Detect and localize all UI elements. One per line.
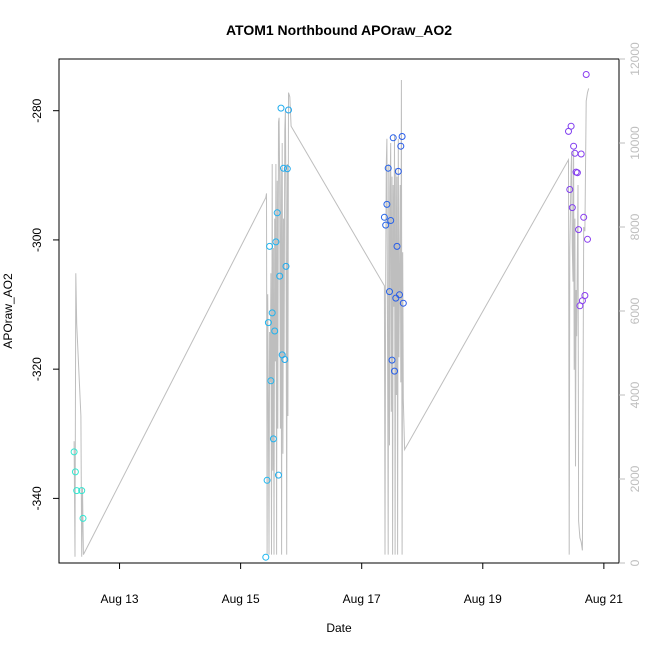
data-point (383, 200, 391, 208)
y2-tick-label: 10000 (628, 126, 642, 160)
y2-tick-label: 0 (628, 559, 642, 566)
data-point (575, 226, 583, 234)
data-point (269, 435, 277, 443)
data-point (272, 238, 280, 246)
data-point (78, 487, 86, 495)
plot-area (58, 58, 620, 564)
data-point (571, 149, 579, 157)
data-point (566, 186, 574, 193)
data-point (396, 291, 403, 299)
y2-tick-label: 4000 (628, 381, 642, 408)
data-point (266, 242, 274, 250)
data-point (573, 169, 581, 177)
data-point (281, 356, 289, 363)
data-point (391, 367, 398, 375)
data-point (584, 235, 591, 243)
data-point (267, 377, 275, 385)
data-point (386, 288, 393, 296)
data-point (581, 292, 589, 299)
data-point (282, 262, 290, 270)
data-point (582, 71, 590, 78)
data-point (397, 142, 405, 150)
data-point (268, 309, 276, 317)
data-point (399, 299, 407, 307)
data-point (389, 134, 397, 142)
data-point (73, 487, 81, 495)
y-tick-label: -340 (30, 486, 44, 510)
data-point (263, 476, 271, 484)
data-point (271, 327, 279, 335)
x-tick-label: Aug 21 (585, 592, 623, 606)
series-line (73, 79, 590, 557)
x-tick-label: Aug 17 (343, 592, 381, 606)
data-point (387, 217, 395, 224)
y-axis-label: APOraw_AO2 (1, 273, 15, 349)
data-point (393, 242, 401, 250)
y-axis-right: 0 2000 4000 6000 8000 10000 12000 (619, 42, 642, 566)
series-points-layer (70, 71, 591, 561)
data-point (398, 133, 406, 140)
y-tick-label: -320 (30, 357, 44, 381)
series-line-layer (73, 79, 590, 557)
data-point (275, 471, 282, 479)
y2-tick-label: 8000 (628, 213, 642, 240)
data-point (79, 514, 87, 522)
data-point (577, 150, 585, 158)
data-point (570, 142, 578, 150)
data-point (380, 213, 388, 221)
data-point (280, 164, 287, 172)
data-point (382, 221, 390, 229)
data-point (285, 106, 292, 114)
chart-title: ATOM1 Northbound APOraw_AO2 (226, 22, 452, 38)
x-axis-label: Date (326, 621, 352, 635)
data-point (580, 213, 588, 221)
y2-tick-label: 12000 (628, 42, 642, 76)
y-tick-label: -300 (30, 228, 44, 252)
x-tick-label: Aug 13 (101, 592, 139, 606)
x-tick-label: Aug 15 (222, 592, 260, 606)
y-tick-label: -280 (30, 98, 44, 122)
data-point (277, 104, 285, 112)
data-point (276, 272, 284, 280)
x-axis: Aug 13 Aug 15 Aug 17 Aug 19 Aug 21 (101, 562, 623, 606)
data-point (394, 167, 402, 175)
y2-tick-label: 6000 (628, 297, 642, 324)
data-point (384, 164, 392, 172)
data-point (71, 468, 79, 476)
data-point (283, 165, 291, 173)
data-point (388, 356, 396, 364)
data-point (264, 319, 272, 327)
x-tick-label: Aug 19 (464, 592, 502, 606)
data-point (262, 553, 270, 561)
data-point (70, 448, 78, 456)
data-point (273, 209, 281, 217)
y-axis-left: -280 -300 -320 -340 (30, 98, 59, 510)
y2-tick-label: 2000 (628, 465, 642, 492)
data-point (567, 122, 575, 130)
data-point (568, 204, 576, 212)
